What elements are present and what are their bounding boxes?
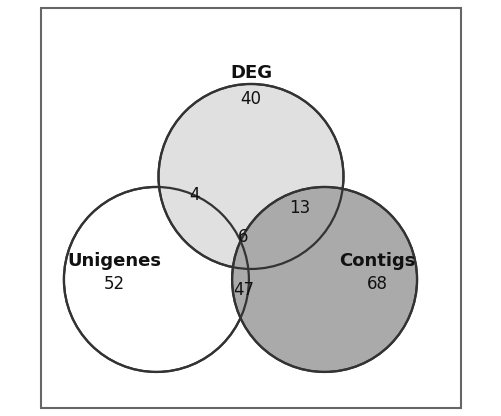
Text: Unigenes: Unigenes [67, 252, 161, 270]
Text: 52: 52 [104, 275, 125, 293]
Text: 68: 68 [366, 275, 387, 293]
Circle shape [231, 187, 416, 372]
Circle shape [158, 84, 343, 269]
Text: 4: 4 [188, 186, 199, 204]
Text: 40: 40 [240, 90, 261, 108]
Text: 6: 6 [237, 228, 248, 246]
Text: 47: 47 [232, 281, 254, 299]
Text: DEG: DEG [229, 64, 272, 82]
Text: Contigs: Contigs [338, 252, 414, 270]
Text: 13: 13 [288, 199, 309, 217]
Circle shape [64, 187, 248, 372]
